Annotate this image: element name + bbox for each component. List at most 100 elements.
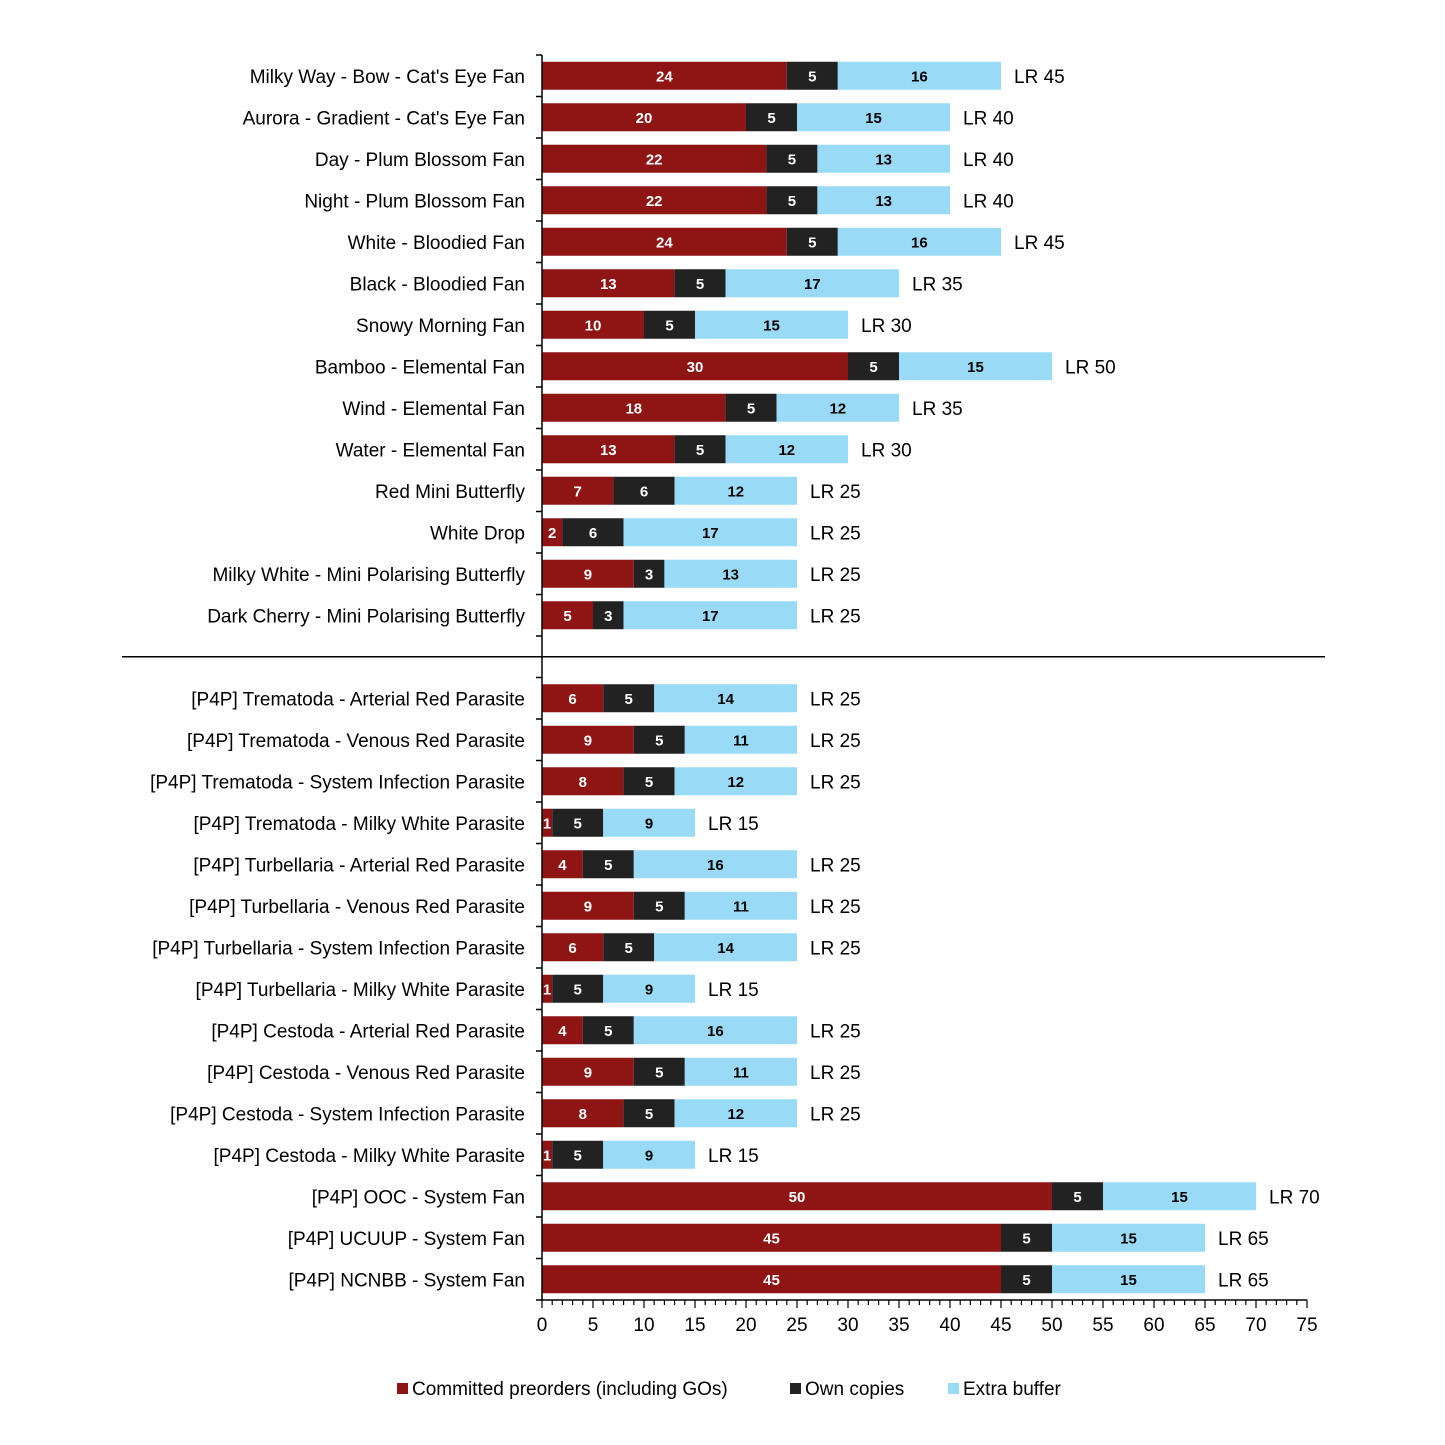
data-label: 9 — [584, 898, 592, 915]
category-label: [P4P] OOC - System Fan — [312, 1187, 525, 1208]
data-label: 3 — [645, 566, 653, 583]
x-tick-label: 15 — [684, 1315, 705, 1336]
data-label: 9 — [645, 981, 653, 998]
total-label: LR 25 — [810, 523, 861, 544]
total-label: LR 65 — [1218, 1229, 1269, 1250]
bar-segment-buffer — [674, 767, 797, 796]
bar-segment-own — [552, 974, 604, 1003]
bar-segment-own — [633, 559, 665, 588]
bar-segment-own — [786, 227, 838, 256]
bar-segment-committed — [542, 1182, 1052, 1211]
bar-segment-committed — [542, 1223, 1001, 1252]
data-label: 5 — [767, 110, 775, 127]
category-label: [P4P] Turbellaria - Arterial Red Parasit… — [193, 855, 525, 876]
bar-segment-own — [633, 1057, 685, 1086]
data-label: 12 — [727, 1106, 744, 1123]
bar-segment-own — [848, 352, 899, 381]
bar-segment-buffer — [603, 1140, 695, 1169]
data-label: 1 — [543, 981, 551, 998]
bar-segment-buffer — [837, 61, 1001, 90]
bar-segment-own — [603, 684, 655, 713]
data-label: 5 — [869, 359, 877, 376]
bar-segment-committed — [542, 559, 634, 588]
total-label: LR 25 — [810, 938, 861, 959]
bar-segment-own — [786, 61, 838, 90]
bar-segment-own — [1001, 1223, 1052, 1252]
total-label: LR 35 — [912, 274, 963, 295]
data-label: 11 — [733, 1064, 749, 1081]
bar-segment-committed — [542, 393, 726, 422]
data-label: 4 — [558, 1023, 567, 1040]
total-label: LR 25 — [810, 731, 861, 752]
data-label: 14 — [717, 691, 734, 708]
bar-segment-committed — [542, 518, 563, 547]
data-label: 5 — [655, 898, 663, 915]
x-tick-label: 30 — [837, 1315, 858, 1336]
category-label: Milky White - Mini Polarising Butterfly — [212, 565, 525, 586]
bar-segment-committed — [542, 933, 604, 962]
data-label: 5 — [747, 400, 755, 417]
bar-segment-committed — [542, 1140, 553, 1169]
data-label: 9 — [645, 815, 653, 832]
data-label: 5 — [788, 151, 796, 168]
legend-label: Own copies — [805, 1379, 904, 1400]
total-label: LR 25 — [810, 1063, 861, 1084]
data-label: 5 — [574, 981, 582, 998]
data-label: 30 — [687, 359, 704, 376]
data-label: 13 — [600, 276, 617, 293]
x-tick-label: 65 — [1194, 1315, 1215, 1336]
bar-segment-buffer — [725, 435, 848, 464]
category-label: Day - Plum Blossom Fan — [315, 150, 525, 171]
data-label: 5 — [696, 442, 704, 459]
data-label: 6 — [640, 483, 648, 500]
total-label: LR 25 — [810, 855, 861, 876]
total-label: LR 35 — [912, 399, 963, 420]
total-label: LR 30 — [861, 316, 912, 337]
legend-label: Committed preorders (including GOs) — [412, 1379, 728, 1400]
data-label: 5 — [563, 608, 571, 625]
total-label: LR 25 — [810, 1104, 861, 1125]
data-label: 7 — [574, 483, 582, 500]
bar-segment-buffer — [817, 144, 950, 173]
bar-segment-buffer — [776, 393, 899, 422]
bar-segment-committed — [542, 435, 675, 464]
category-label: [P4P] Cestoda - Arterial Red Parasite — [211, 1021, 525, 1042]
bar-segment-own — [552, 1140, 604, 1169]
data-label: 15 — [967, 359, 984, 376]
data-label: 9 — [584, 732, 592, 749]
data-label: 2 — [548, 525, 556, 542]
bar-segment-buffer — [1103, 1182, 1256, 1211]
data-label: 12 — [829, 400, 846, 417]
category-label: White - Bloodied Fan — [348, 233, 525, 254]
data-label: 15 — [865, 110, 882, 127]
total-label: LR 50 — [1065, 357, 1116, 378]
category-label: Bamboo - Elemental Fan — [315, 357, 525, 378]
data-label: 1 — [543, 815, 551, 832]
data-label: 17 — [702, 608, 719, 625]
category-label: [P4P] Cestoda - Milky White Parasite — [214, 1146, 526, 1167]
bar-segment-buffer — [797, 103, 950, 132]
category-label: Dark Cherry - Mini Polarising Butterfly — [207, 606, 525, 627]
data-label: 13 — [722, 566, 739, 583]
x-tick-label: 45 — [990, 1315, 1011, 1336]
category-label: Milky Way - Bow - Cat's Eye Fan — [250, 67, 525, 88]
bar-segment-own — [633, 725, 685, 754]
bar-segment-committed — [542, 103, 746, 132]
bar-segment-own — [746, 103, 797, 132]
data-label: 5 — [808, 234, 816, 251]
bar-segment-own — [623, 1099, 675, 1128]
data-label: 24 — [656, 234, 673, 251]
total-label: LR 30 — [861, 440, 912, 461]
data-label: 13 — [875, 193, 892, 210]
data-label: 5 — [655, 1064, 663, 1081]
data-label: 9 — [584, 566, 592, 583]
category-label: Wind - Elemental Fan — [342, 399, 525, 420]
bar-segment-committed — [542, 144, 767, 173]
bar-segment-buffer — [623, 601, 797, 630]
x-tick-label: 50 — [1041, 1315, 1062, 1336]
legend-swatch — [790, 1383, 801, 1394]
data-label: 11 — [733, 898, 749, 915]
total-label: LR 15 — [708, 1146, 759, 1167]
bar-segment-committed — [542, 808, 553, 837]
